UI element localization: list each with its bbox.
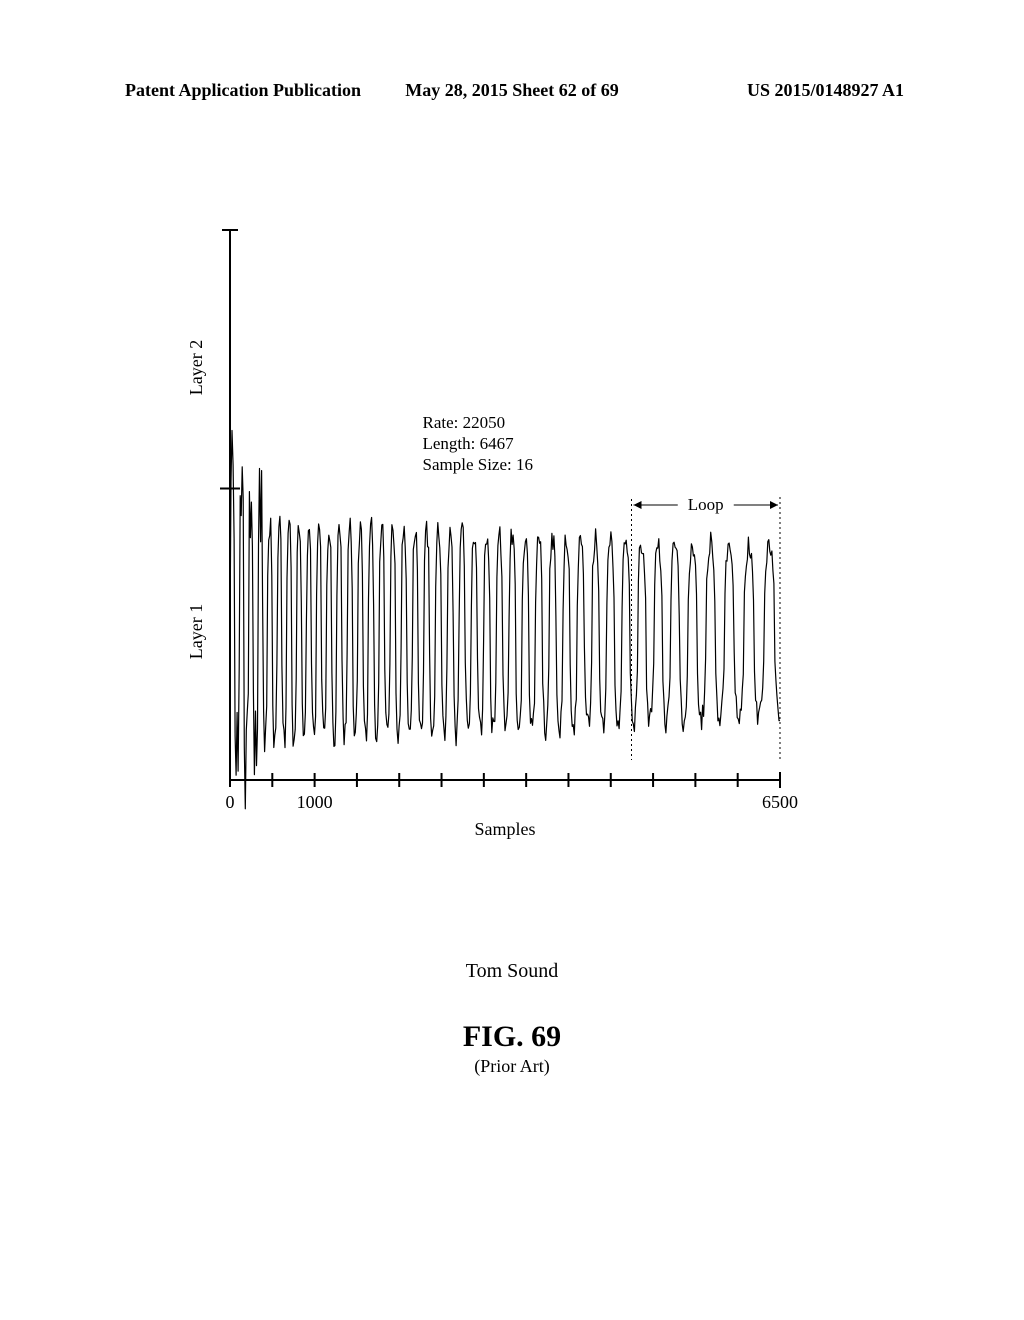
figure-number: FIG. 69 bbox=[463, 1020, 561, 1054]
waveform-chart: 0 1000 6500 Samples Layer 1 Layer 2 Rate: 2205… bbox=[170, 220, 800, 840]
svg-text:Sample Size: 16: Sample Size: 16 bbox=[423, 455, 533, 474]
svg-text:Layer 1: Layer 1 bbox=[186, 604, 206, 659]
svg-text:Length: 6467: Length: 6467 bbox=[423, 434, 515, 453]
svg-text:Rate: 22050: Rate: 22050 bbox=[423, 413, 506, 432]
subfigure-title: Tom Sound bbox=[466, 960, 559, 983]
svg-text:6500: 6500 bbox=[762, 792, 798, 812]
page-header: Patent Application Publication May 28, 2… bbox=[0, 80, 1024, 101]
svg-text:Samples: Samples bbox=[475, 819, 536, 839]
header-right: US 2015/0148927 A1 bbox=[747, 80, 904, 101]
chart-canvas: 0 1000 6500 Samples Layer 1 Layer 2 Rate: 2205… bbox=[170, 220, 800, 840]
figure-subtitle: (Prior Art) bbox=[463, 1056, 561, 1077]
svg-text:1000: 1000 bbox=[297, 792, 333, 812]
svg-text:Loop: Loop bbox=[688, 495, 724, 514]
header-left: Patent Application Publication bbox=[125, 80, 361, 101]
header-center: May 28, 2015 Sheet 62 of 69 bbox=[405, 80, 618, 101]
svg-text:Layer 2: Layer 2 bbox=[186, 340, 206, 395]
svg-text:0: 0 bbox=[226, 792, 235, 812]
figure-label: FIG. 69 (Prior Art) bbox=[463, 1020, 561, 1077]
